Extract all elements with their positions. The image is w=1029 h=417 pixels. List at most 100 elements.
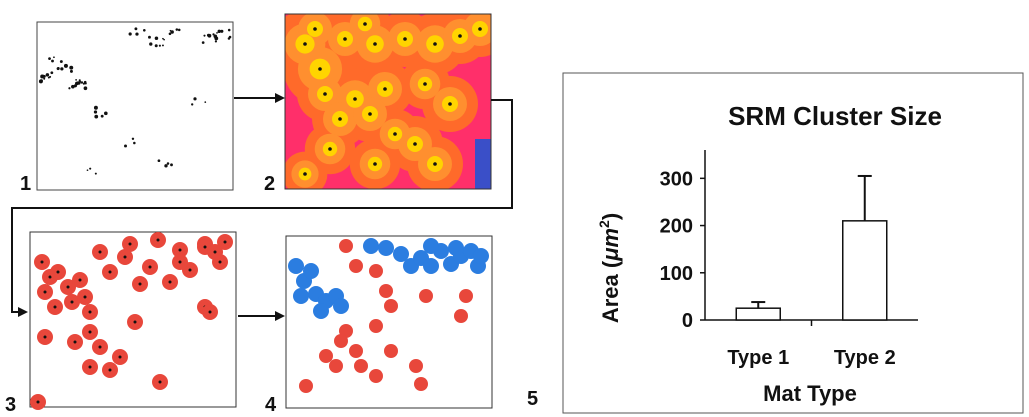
large-cluster-spot [313, 303, 329, 319]
small-cluster-spot [349, 344, 363, 358]
cluster-center [218, 260, 222, 264]
raw-dot [133, 141, 136, 145]
panel-1-raw-image [36, 21, 234, 191]
small-cluster-spot [419, 289, 433, 303]
cluster-center [88, 310, 92, 314]
cluster-center [128, 242, 132, 246]
small-cluster-spot [349, 259, 363, 273]
classified-clusters [288, 238, 489, 393]
raw-dot [220, 29, 224, 33]
raw-dot [154, 36, 159, 41]
cluster-center [98, 345, 102, 349]
raw-dot [213, 34, 218, 39]
raw-dot [158, 44, 161, 47]
raw-dot [177, 28, 181, 32]
raw-localization-dots [38, 27, 232, 175]
raw-dot [71, 84, 75, 89]
density-blobs [285, 14, 491, 189]
small-cluster-spot [329, 359, 343, 373]
large-cluster-spot [423, 238, 439, 254]
small-cluster-spot [454, 309, 468, 323]
panel-3-label: 3 [5, 394, 16, 416]
small-cluster-spot [384, 299, 398, 313]
large-cluster-spot [288, 258, 304, 274]
raw-dot [193, 97, 197, 101]
raw-dot [41, 74, 45, 78]
cluster-center [83, 295, 87, 299]
cluster-center [40, 260, 44, 264]
panel-3-cluster-detection [29, 231, 237, 410]
cluster-center [138, 282, 142, 286]
density-center-dot [303, 172, 307, 176]
y-tick-label: 100 [660, 263, 693, 285]
panel-2-density-heatmap [284, 13, 492, 190]
density-center-dot [423, 82, 427, 86]
raw-dot [49, 75, 52, 78]
raw-dot [204, 101, 207, 103]
chart-frame [562, 72, 1024, 414]
cluster-center [158, 380, 162, 384]
raw-dot [83, 86, 88, 91]
large-cluster-spot [448, 240, 464, 256]
density-center-dot [373, 42, 377, 46]
small-cluster-spot [354, 359, 368, 373]
cluster-center [168, 280, 172, 284]
large-cluster-spot [363, 238, 379, 254]
cluster-center [156, 238, 160, 242]
density-center-dot [433, 162, 437, 166]
raw-dot [128, 32, 132, 36]
raw-dot [50, 71, 54, 75]
small-cluster-spot [369, 369, 383, 383]
cluster-center [70, 300, 74, 304]
y-tick-label: 0 [682, 310, 693, 332]
raw-dot [166, 162, 170, 165]
raw-dot [217, 29, 221, 33]
cluster-center [88, 365, 92, 369]
cluster-center [123, 255, 127, 259]
cluster-center [53, 305, 57, 309]
density-center-dot [353, 97, 357, 101]
x-axis-label: Mat Type [763, 381, 857, 406]
arrow-2-to-3 [11, 99, 513, 317]
raw-dot [170, 30, 174, 34]
cluster-center [48, 275, 52, 279]
x-tick-label: Type 2 [834, 347, 896, 369]
raw-dot [206, 33, 210, 37]
heatmap-blue-region [475, 139, 491, 189]
large-cluster-spot [473, 248, 489, 264]
panel-4-cluster-classification [285, 235, 493, 409]
raw-dot [53, 56, 55, 59]
raw-dot [56, 67, 60, 71]
raw-dot [94, 172, 97, 175]
density-center-dot [303, 42, 307, 46]
density-center-dot [458, 34, 462, 38]
large-cluster-spot [333, 298, 349, 314]
cluster-center [208, 310, 212, 314]
large-cluster-spot [423, 258, 439, 274]
y-axis-label: Area (μm2) [596, 213, 623, 323]
density-center-dot [403, 37, 407, 41]
raw-dot [175, 28, 179, 31]
raw-dot [143, 28, 146, 32]
small-cluster-spot [369, 319, 383, 333]
density-center-dot [413, 142, 417, 146]
cluster-center [118, 355, 122, 359]
raw-dot [227, 28, 231, 32]
cluster-center [188, 268, 192, 272]
raw-dot [94, 114, 99, 119]
cluster-center [178, 260, 182, 264]
cluster-center [66, 285, 70, 289]
bar-2 [842, 220, 888, 321]
cluster-center [203, 245, 207, 249]
density-center-dot [383, 87, 387, 91]
cluster-size-bar-chart: SRM Cluster Size Area (μm2) Mat Type 0 10… [562, 72, 1024, 414]
raw-dot [203, 34, 206, 37]
raw-dot [74, 82, 78, 85]
small-cluster-spot [319, 349, 333, 363]
cluster-center [133, 320, 137, 324]
raw-dot [83, 80, 87, 84]
raw-dot [212, 33, 215, 36]
raw-dot [161, 44, 164, 47]
small-cluster-spot [334, 334, 348, 348]
